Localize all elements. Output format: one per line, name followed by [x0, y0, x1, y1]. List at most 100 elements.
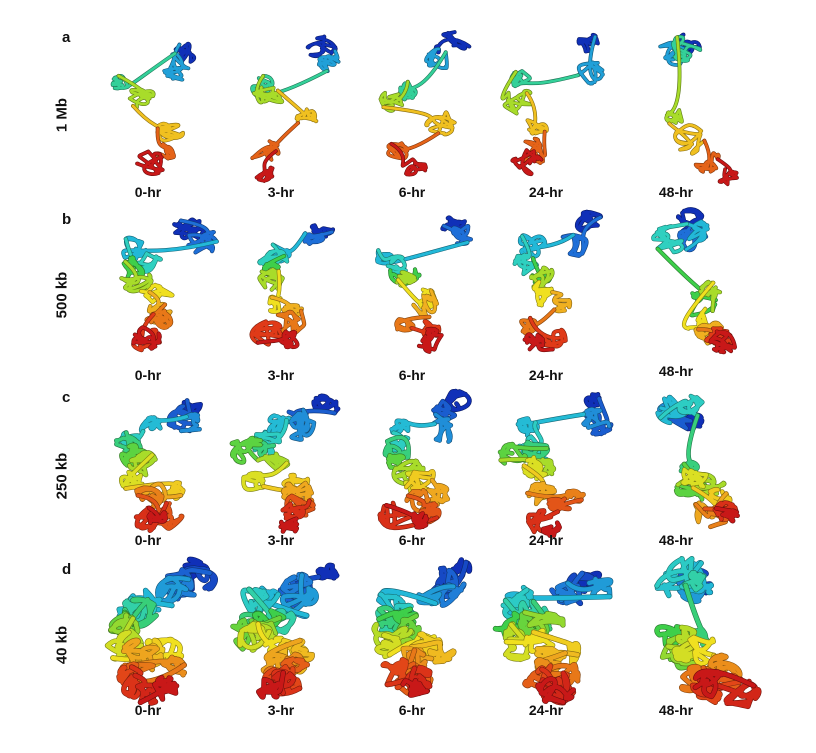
fiber-segment — [162, 43, 190, 81]
timepoint-label: 24-hr — [528, 184, 564, 200]
fiber-segment — [682, 570, 705, 592]
chromatin-structure — [370, 557, 472, 698]
chromatin-structure — [113, 398, 203, 533]
fiber-segment — [311, 394, 340, 415]
timepoint-label: 48-hr — [658, 532, 694, 548]
fiber-segment — [565, 577, 613, 599]
fiber-segment — [254, 149, 277, 183]
fiber-segment — [280, 573, 318, 619]
fiber-segment — [237, 621, 271, 650]
fiber-segment — [678, 413, 699, 477]
timepoint-label: 3-hr — [267, 702, 295, 718]
fiber-segment — [683, 583, 710, 647]
timepoint-label: 48-hr — [658, 702, 694, 718]
chromatin-structure — [118, 217, 219, 353]
fiber-segment — [693, 321, 723, 345]
chromatin-structure — [229, 562, 339, 700]
fiber-segment — [375, 240, 469, 265]
fiber-segment — [708, 330, 736, 354]
fiber-segment — [389, 142, 427, 176]
timepoint-label: 24-hr — [528, 702, 564, 718]
fiber-segment — [119, 260, 153, 294]
resolution-label: 1 Mb — [53, 97, 71, 132]
fiber-segment — [394, 315, 431, 332]
panel-letter-c: c — [62, 389, 71, 406]
timepoint-label: 0-hr — [134, 184, 162, 200]
fiber-segment — [229, 436, 262, 465]
fiber-segment — [110, 52, 176, 90]
timepoint-label: 3-hr — [267, 532, 295, 548]
fiber-segment — [252, 74, 283, 104]
fiber-segment — [671, 640, 697, 663]
fiber-segment — [139, 283, 174, 304]
chromatin-structure — [249, 223, 335, 350]
fiber-segment — [515, 412, 585, 438]
fiber-segment — [400, 678, 429, 698]
fiber-segment — [497, 442, 548, 466]
fiber-segment — [503, 622, 530, 662]
fiber-segment — [584, 396, 613, 436]
chromatin-structure — [229, 393, 340, 534]
chromatin-structure — [497, 392, 613, 538]
fiber-segment — [696, 677, 761, 709]
fiber-segment — [576, 35, 604, 85]
fiber-segment — [278, 517, 299, 534]
fiber-segment — [500, 70, 532, 115]
fiber-segment — [134, 486, 164, 509]
fiber-segment — [522, 332, 554, 352]
fiber-segment — [693, 491, 728, 524]
fiber-segment — [286, 408, 316, 442]
fiber-segment — [525, 489, 585, 504]
fiber-segment — [386, 132, 440, 160]
timepoint-label: 6-hr — [398, 367, 426, 383]
chromatin-structure — [657, 32, 739, 187]
panel-letter-d: d — [62, 561, 72, 578]
fiber-segment — [526, 508, 559, 534]
fiber-segment — [155, 127, 175, 160]
timepoint-label: 6-hr — [398, 184, 426, 200]
timepoint-label: 0-hr — [134, 367, 162, 383]
fiber-segment — [581, 407, 611, 430]
fiber-segment — [377, 501, 438, 530]
timepoint-label: 6-hr — [398, 702, 426, 718]
fiber-segment — [135, 150, 164, 176]
fiber-segment — [301, 230, 333, 246]
fiber-segment — [692, 669, 756, 699]
panel-letter-b: b — [62, 211, 72, 228]
timepoint-label: 3-hr — [267, 367, 295, 383]
fiber-segment — [704, 653, 742, 687]
timepoint-label: 48-hr — [658, 363, 694, 379]
fiber-segment — [417, 327, 443, 354]
fiber-segment — [389, 419, 436, 435]
fiber-segment — [667, 122, 706, 155]
chromatin-structure — [104, 556, 218, 706]
fiber-segment — [658, 394, 704, 420]
chromatin-structure — [500, 32, 605, 177]
fiber-segment — [680, 467, 708, 490]
timepoint-label: 24-hr — [528, 367, 564, 383]
fiber-segment — [522, 610, 565, 643]
fiber-segment — [179, 412, 201, 433]
fiber-segment — [714, 506, 739, 523]
fiber-segment — [664, 35, 683, 125]
fiber-segment — [384, 503, 428, 529]
fiber-segment — [246, 587, 296, 635]
fiber-segment — [676, 207, 704, 236]
chromatin-structure — [492, 570, 613, 706]
chromatin-structure — [654, 393, 740, 530]
fiber-segment — [137, 675, 179, 705]
fiber-segment — [132, 673, 158, 706]
fiber-segment — [424, 47, 448, 70]
fiber-segment — [280, 481, 313, 508]
fiber-segment — [519, 308, 556, 335]
fiber-segment — [131, 325, 161, 351]
fiber-segment — [408, 640, 456, 664]
fiber-segment — [276, 89, 317, 125]
timepoint-label: 48-hr — [658, 184, 694, 200]
chromatin-structure — [512, 209, 603, 353]
fiber-segment — [684, 220, 709, 251]
fiber-segment — [503, 628, 555, 654]
fiber-segment — [510, 148, 543, 176]
fiber-segment — [715, 157, 738, 186]
fiber-segment — [127, 450, 157, 477]
